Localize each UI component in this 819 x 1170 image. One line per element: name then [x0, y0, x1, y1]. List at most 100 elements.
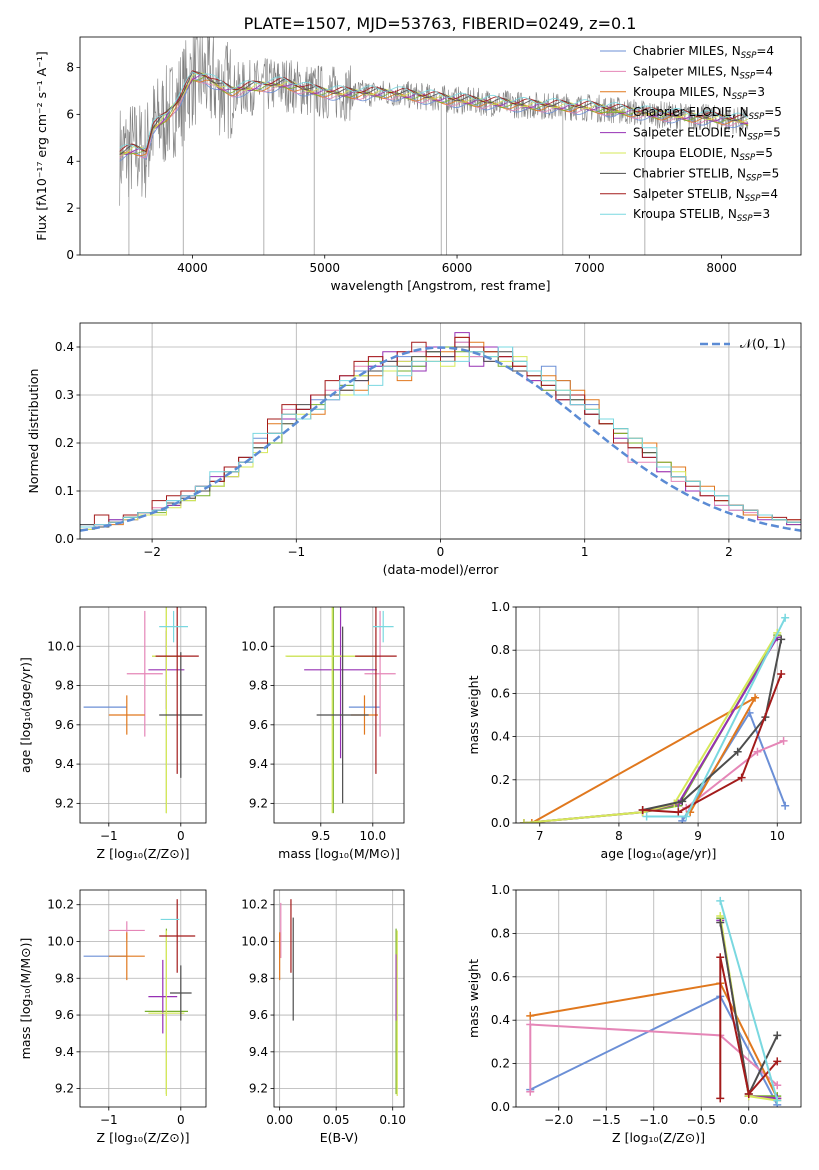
- weight-marker: [737, 773, 746, 782]
- tick-label-x: −1: [287, 545, 305, 559]
- tick-label-x: 0: [177, 1113, 185, 1127]
- tick-label-x: 0.10: [379, 1113, 406, 1127]
- legend: Chabrier MILES, NSSP=4 Salpeter MILES, NS…: [600, 44, 782, 224]
- x-axis-label: wavelength [Angstrom, rest frame]: [330, 278, 550, 293]
- legend-label: Chabrier MILES, NSSP=4: [633, 44, 774, 61]
- tick-label-y: 9.4: [249, 757, 268, 771]
- tick-label-y: 0.6: [491, 970, 510, 984]
- tick-label-x: 8000: [706, 261, 737, 275]
- x-axis-label: mass [log₁₀(M/M⊙)]: [278, 846, 400, 861]
- weight-marker: [777, 669, 786, 678]
- x-axis-label: (data-model)/error: [383, 562, 500, 577]
- tick-label-y: 9.4: [55, 757, 74, 771]
- tick-label-y: 0.4: [491, 730, 510, 744]
- tick-label-y: 9.2: [249, 1082, 268, 1096]
- y-axis-label: age [log₁₀(age/yr)]: [18, 657, 33, 773]
- tick-label-x: 9: [694, 829, 702, 843]
- weight-marker: [744, 1089, 753, 1098]
- tick-label-y: 4: [66, 154, 74, 168]
- tick-label-y: 9.8: [249, 971, 268, 985]
- plot-area: [519, 613, 790, 823]
- weight-series: [719, 900, 779, 1101]
- plot-area: [83, 607, 203, 814]
- errorbar-point: [155, 607, 199, 774]
- weight-marker: [781, 801, 790, 810]
- tick-label-y: 9.8: [55, 679, 74, 693]
- weight-marker: [716, 918, 725, 927]
- tick-label-y: 0.2: [55, 436, 74, 450]
- tick-label-x: 0: [177, 829, 185, 843]
- weight-marker: [781, 613, 790, 622]
- errorbar-point: [159, 899, 196, 973]
- y-axis-label: Normed distribution: [26, 369, 41, 494]
- errorbar-point: [372, 610, 394, 643]
- tick-label-y: 0.2: [491, 1057, 510, 1071]
- weight-marker: [527, 819, 536, 823]
- x-axis-label: Z [log₁₀(Z/Z⊙)]: [612, 1130, 705, 1145]
- tick-label-x: −0.5: [687, 1113, 716, 1127]
- gaussian-curve: [80, 346, 801, 532]
- figure-title: PLATE=1507, MJD=53763, FIBERID=0249, z=0…: [244, 14, 637, 33]
- errorbar-point: [364, 610, 396, 737]
- weight-marker: [526, 1011, 535, 1020]
- weight-marker: [716, 1094, 725, 1103]
- data-spectrum: [119, 37, 749, 206]
- panel-age-vs-Z: −1 0 9.2 9.4 9.6 9.8 10.0 Z [log₁₀(Z/Z⊙)] age [l…: [18, 606, 207, 861]
- axes-frame: [515, 606, 802, 824]
- tick-label-x: 0: [437, 545, 445, 559]
- legend-label: Kroupa MILES, NSSP=3: [633, 85, 765, 102]
- tick-label-x: 10.0: [359, 829, 386, 843]
- tick-label-y: 0.0: [491, 816, 510, 830]
- weight-series: [529, 1023, 778, 1092]
- weight-marker: [753, 747, 762, 756]
- tick-label-y: 0.6: [491, 686, 510, 700]
- tick-label-y: 0.8: [491, 643, 510, 657]
- tick-label-y: 0.4: [55, 340, 74, 354]
- model-spectrum: [119, 70, 749, 152]
- tick-label-x: 10: [770, 829, 785, 843]
- tick-label-y: 0: [66, 248, 74, 262]
- errorbar-point: [304, 607, 377, 759]
- tick-label-x: −1.0: [639, 1113, 668, 1127]
- plot-area: [119, 37, 749, 255]
- panel-spectrum: 4000 5000 6000 7000 8000 0 2 4 6 8 wavelength [Ang…: [34, 36, 802, 293]
- weight-series: [642, 673, 783, 814]
- tick-label-y: 9.6: [55, 718, 74, 732]
- weight-marker: [779, 736, 788, 745]
- legend-label: 𝒩(0, 1): [740, 336, 786, 351]
- errorbar-point: [108, 932, 145, 981]
- weight-marker: [716, 953, 725, 962]
- tick-label-y: 1.0: [491, 600, 510, 614]
- model-spectrum: [119, 71, 749, 155]
- tick-label-x: 7000: [574, 261, 605, 275]
- histogram-step: [80, 346, 801, 539]
- panel-mass-vs-Z: −1 0 9.2 9.4 9.6 9.8 10.0 10.2 Z [log₁₀(Z/Z⊙)] ma…: [18, 889, 207, 1145]
- tick-label-x: −2.0: [544, 1113, 573, 1127]
- panel-age-vs-mass: 9.5 10.0 9.2 9.4 9.6 9.8 10.0 mass [log₁₀(M/M⊙)…: [241, 606, 405, 861]
- tick-label-y: 6: [66, 107, 74, 121]
- weight-marker: [773, 1031, 782, 1040]
- weight-marker: [526, 1087, 535, 1096]
- tick-label-x: 0.0: [739, 1113, 758, 1127]
- tick-label-y: 9.4: [55, 1045, 74, 1059]
- tick-label-x: 5000: [309, 261, 340, 275]
- legend-label: Salpeter MILES, NSSP=4: [633, 64, 773, 81]
- errorbar-point: [170, 965, 192, 1021]
- weight-marker: [773, 1081, 782, 1090]
- plot-area: [279, 899, 398, 1096]
- panel-mass-vs-ebv: 0.00 0.05 0.10 9.2 9.4 9.6 9.8 10.0 10.2 E(B-V): [241, 889, 406, 1145]
- weight-marker: [733, 747, 742, 756]
- tick-label-y: 10.0: [47, 934, 74, 948]
- plot-area: [83, 899, 196, 1096]
- axes-frame: [273, 606, 405, 824]
- tick-label-x: 9.5: [311, 829, 330, 843]
- tick-label-x: −1.5: [592, 1113, 621, 1127]
- weight-marker: [773, 1057, 782, 1066]
- legend-label: Salpeter STELIB, NSSP=4: [633, 187, 778, 204]
- tick-label-y: 8: [66, 60, 74, 74]
- panel-residuals: −2 −1 0 1 2 0.0 0.1 0.2 0.3 0.4 (data-model)/error…: [26, 322, 802, 577]
- panel-weight-vs-Z: −2.0 −1.5 −1.0 −0.5 0.0 0.0 0.2 0.4 0.6 0.8 1.0 Z […: [466, 883, 802, 1145]
- weight-marker: [674, 808, 683, 817]
- tick-label-x: 0.05: [323, 1113, 350, 1127]
- tick-label-y: 0.0: [55, 532, 74, 546]
